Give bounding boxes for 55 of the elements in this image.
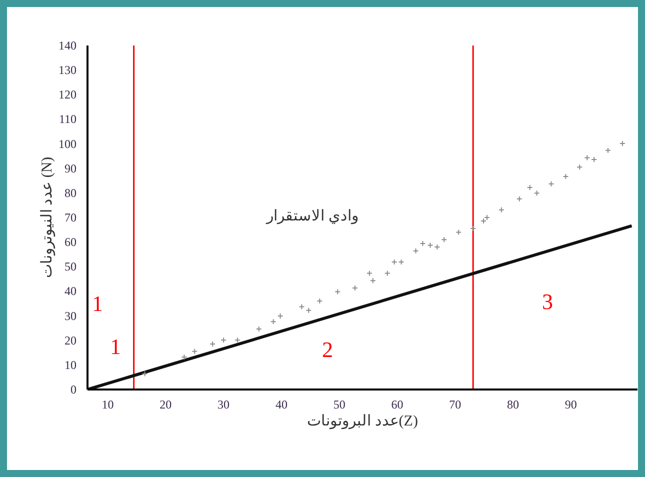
point	[548, 180, 554, 187]
point	[384, 270, 390, 276]
point	[441, 236, 448, 243]
x-axis-title: عدد البروتونات(Z)	[307, 414, 418, 430]
y-tick-label: 50	[64, 260, 76, 274]
x-tick-label: 30	[218, 398, 230, 412]
y-tick-label: 80	[64, 186, 76, 200]
point	[412, 248, 419, 254]
y-tick-label: 100	[58, 136, 76, 151]
y-tick-label: 130	[58, 63, 76, 78]
x-tick-label: 10	[102, 398, 114, 412]
y-tick-label: 40	[64, 284, 76, 298]
y-tick-label: 20	[64, 333, 76, 348]
point	[181, 354, 188, 360]
point	[584, 154, 590, 161]
point	[484, 214, 490, 220]
point	[604, 147, 611, 154]
point	[576, 164, 583, 170]
point	[270, 318, 276, 325]
x-tick-label: 60	[391, 398, 404, 412]
x-tick-label: 20	[160, 398, 172, 412]
point	[427, 242, 434, 248]
point	[366, 270, 372, 276]
point	[370, 278, 376, 284]
y-tick-label: 140	[58, 38, 76, 52]
x-tick-label: 50	[333, 398, 346, 412]
point	[298, 304, 305, 310]
point	[306, 307, 312, 314]
x-tick-label: 80	[507, 398, 520, 412]
point	[456, 229, 462, 236]
point	[498, 206, 504, 213]
annotation: 1	[110, 334, 121, 359]
x-tick-label: 70	[449, 398, 462, 412]
y-tick-label: 60	[64, 235, 76, 250]
x-tick-label: 40	[275, 398, 288, 412]
annotation: 1	[92, 291, 103, 316]
point	[142, 370, 148, 377]
annotation: 2	[322, 337, 333, 362]
point	[234, 337, 240, 344]
annotation: وادي الاستقرار	[266, 208, 358, 224]
annotation: 3	[542, 289, 553, 314]
point	[220, 337, 227, 344]
point	[516, 196, 522, 202]
y-tick-label: 90	[64, 161, 76, 176]
x-tick-label: 90	[564, 398, 577, 412]
y-tick-label: 30	[64, 308, 76, 323]
y-tick-label: 0	[70, 382, 76, 396]
point	[192, 348, 198, 354]
y-axis-title: عدد النيوترونات (N)	[40, 156, 56, 278]
y-tick-label: 120	[58, 88, 76, 102]
point	[534, 190, 540, 196]
y-tick-label: 10	[64, 358, 76, 372]
y-tick-label: 110	[58, 112, 77, 126]
y-tick-label: 70	[64, 210, 76, 224]
point	[334, 288, 341, 295]
